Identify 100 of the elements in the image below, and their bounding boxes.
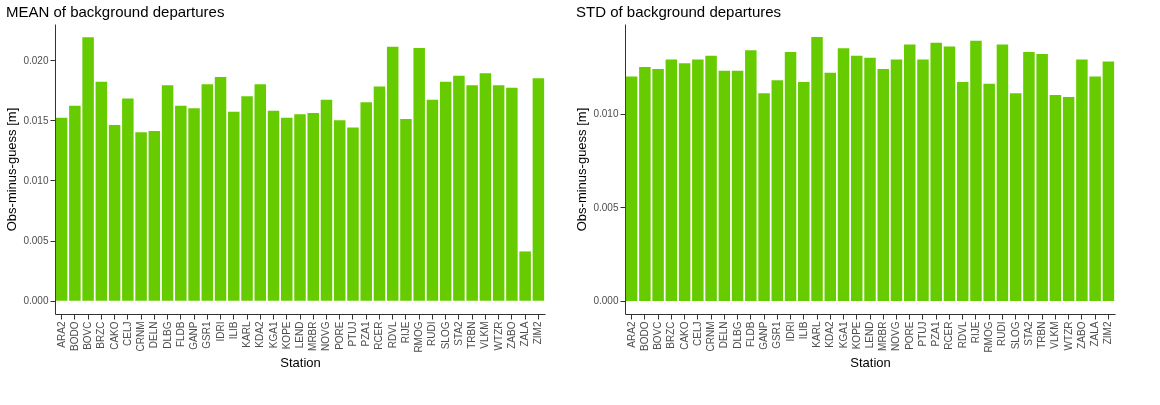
x-tick-label: ILIB (797, 321, 809, 340)
x-tick-label: ARA2 (55, 321, 67, 348)
x-axis-title: Station (280, 354, 321, 370)
bar (943, 46, 956, 301)
x-tick-label: KDA2 (824, 321, 836, 348)
bar (320, 99, 333, 301)
x-tick-label: FLDB (174, 321, 186, 348)
x-tick-label: TRBN (466, 321, 478, 349)
bar (333, 120, 346, 301)
x-tick-label: VLKM (479, 321, 491, 349)
bar (201, 84, 214, 301)
x-tick-label: DELN (718, 321, 730, 349)
x-tick-label: STA2 (452, 321, 464, 346)
chart-title: MEAN of background departures (5, 3, 225, 20)
x-tick-label: MRBR (307, 321, 319, 351)
x-tick-label: ZABO (1075, 321, 1087, 349)
x-tick-label: ZALA (1089, 321, 1101, 347)
y-tick-label: 0.010 (593, 108, 619, 120)
bar (373, 86, 386, 301)
bar (718, 70, 731, 301)
bar (161, 85, 174, 301)
bar (95, 81, 108, 301)
x-tick-label: SLOG (1009, 321, 1021, 350)
chart-title: STD of background departures (575, 3, 782, 20)
x-tick-label: DLBG (731, 321, 743, 349)
x-tick-label: CRNM (135, 321, 147, 352)
x-tick-label: PZA1 (930, 321, 942, 347)
x-tick-label: KARL (811, 321, 823, 348)
x-tick-label: KOPE (280, 321, 292, 350)
x-tick-label: RCER (373, 321, 385, 350)
x-tick-label: ZIM2 (532, 321, 544, 345)
bar (254, 84, 267, 301)
x-tick-label: CELJ (691, 321, 703, 346)
bar (1049, 95, 1062, 301)
x-tick-label: FLDB (744, 321, 756, 348)
x-axis-title: Station (850, 354, 891, 370)
y-tick-label: 0.015 (23, 114, 49, 126)
bar (903, 44, 916, 301)
x-tick-label: RDVL (386, 321, 398, 349)
x-tick-label: PORE (333, 321, 345, 350)
x-tick-label: LEND (864, 321, 875, 349)
x-tick-label: CELJ (121, 321, 133, 346)
y-tick-label: 0.000 (593, 295, 619, 307)
x-tick-label: PORE (903, 321, 915, 350)
bar (492, 85, 505, 301)
bar (956, 82, 969, 301)
x-tick-label: TRBN (1036, 321, 1048, 349)
bar (784, 52, 797, 301)
x-tick-label: NOVG (320, 321, 332, 351)
x-tick-label: LEND (294, 321, 305, 349)
x-tick-label: ZALA (519, 321, 531, 347)
x-tick-label: PTUJ (346, 321, 358, 347)
x-tick-label: KARL (241, 321, 253, 348)
x-tick-label: RCER (943, 321, 955, 350)
bar (1062, 96, 1075, 301)
x-tick-label: PZA1 (360, 321, 372, 347)
x-tick-label: VLKM (1049, 321, 1061, 349)
x-tick-label: KGA1 (267, 321, 279, 349)
bar (55, 117, 68, 301)
bar (108, 125, 121, 301)
x-tick-label: KOPE (850, 321, 862, 350)
y-axis-title: Obs-minus-guess [m] (4, 107, 20, 232)
bar (890, 59, 903, 301)
y-tick-label: 0.005 (23, 235, 49, 247)
x-tick-label: BOVC (82, 321, 94, 350)
x-tick-label: CAKO (678, 321, 690, 350)
x-tick-label: WTZR (492, 321, 504, 351)
x-tick-label: IDRI (214, 321, 226, 342)
bar (625, 76, 638, 301)
y-axis-title: Obs-minus-guess [m] (574, 107, 590, 232)
x-tick-label: BOVC (652, 321, 664, 350)
bar (479, 73, 492, 301)
y-tick-label: 0.000 (23, 295, 49, 307)
bar (214, 76, 227, 301)
x-tick-label: DLBG (161, 321, 173, 349)
x-tick-label: GSR1 (771, 321, 783, 349)
x-tick-label: CRNM (705, 321, 717, 352)
x-tick-label: RIJE (399, 321, 411, 344)
bar (386, 46, 399, 301)
x-tick-label: DELN (148, 321, 160, 349)
bar (824, 72, 837, 301)
x-tick-label: PTUJ (916, 321, 928, 347)
bar (148, 131, 161, 301)
x-tick-label: RIJE (969, 321, 981, 344)
bar (771, 80, 784, 301)
x-tick-label: RUDI (996, 321, 1008, 346)
bar (426, 99, 439, 301)
bar (996, 44, 1009, 301)
y-tick-label: 0.020 (23, 54, 49, 66)
x-tick-label: ZABO (505, 321, 517, 349)
bar (267, 110, 280, 301)
x-tick-label: KDA2 (254, 321, 266, 348)
x-tick-label: ZIM2 (1102, 321, 1114, 345)
x-tick-label: GANP (188, 321, 200, 350)
x-tick-label: CAKO (108, 321, 120, 350)
bar (665, 59, 678, 301)
x-tick-label: KGA1 (837, 321, 849, 349)
bar (1009, 93, 1022, 301)
x-tick-label: IDRI (784, 321, 796, 342)
bar (439, 81, 452, 301)
